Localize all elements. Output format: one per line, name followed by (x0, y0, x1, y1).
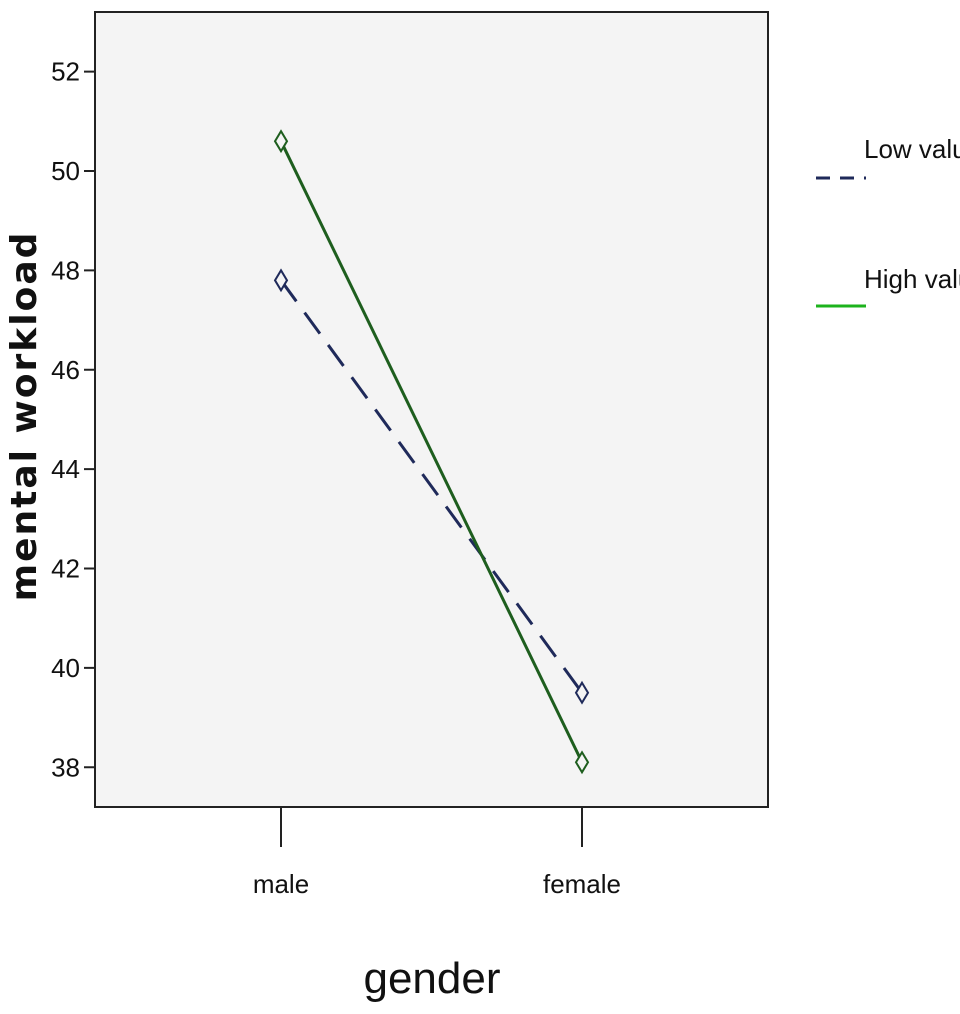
series-line-low-value (279, 279, 584, 694)
series-line-high-value (279, 140, 584, 763)
y-tick-label: 42 (51, 554, 80, 584)
y-tick-label: 44 (51, 454, 80, 484)
y-axis-title: mental workload (4, 231, 45, 602)
x-axis-title: gender (363, 954, 500, 1003)
y-tick-label: 46 (51, 355, 80, 385)
plot-area (94, 11, 769, 808)
y-tick-label: 40 (51, 653, 80, 683)
data-point-low-value (574, 680, 590, 705)
series-layer (273, 129, 590, 775)
data-point-low-value (273, 268, 289, 293)
legend-label: Low value (864, 134, 960, 164)
legend: Low value High value (816, 134, 960, 308)
x-tick-label: male (253, 869, 309, 899)
x-tick-label: female (543, 869, 621, 899)
x-axis: male female (253, 807, 621, 899)
data-point-high-value (574, 750, 590, 775)
data-point-high-value (273, 129, 289, 154)
y-tick-label: 52 (51, 57, 80, 87)
legend-label: High value (864, 264, 960, 294)
y-tick-label: 48 (51, 255, 80, 285)
y-axis: 38 40 42 44 46 48 50 52 (51, 57, 95, 782)
y-tick-label: 38 (51, 752, 80, 782)
y-tick-label: 50 (51, 156, 80, 186)
